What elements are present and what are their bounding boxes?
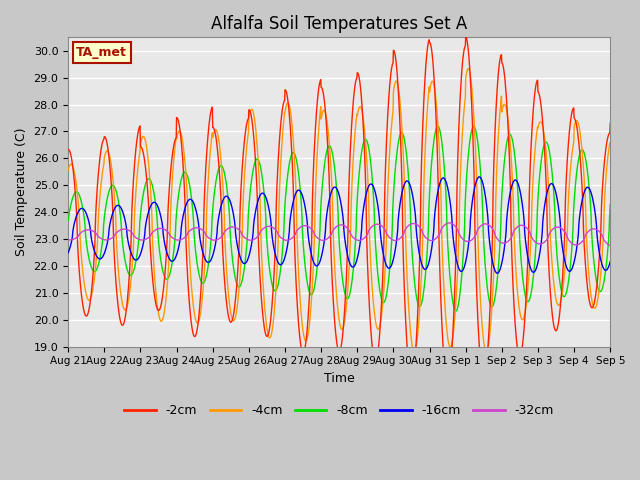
Legend: -2cm, -4cm, -8cm, -16cm, -32cm: -2cm, -4cm, -8cm, -16cm, -32cm (120, 399, 559, 422)
Y-axis label: Soil Temperature (C): Soil Temperature (C) (15, 128, 28, 256)
Title: Alfalfa Soil Temperatures Set A: Alfalfa Soil Temperatures Set A (211, 15, 467, 33)
Text: TA_met: TA_met (76, 46, 127, 59)
X-axis label: Time: Time (324, 372, 355, 385)
